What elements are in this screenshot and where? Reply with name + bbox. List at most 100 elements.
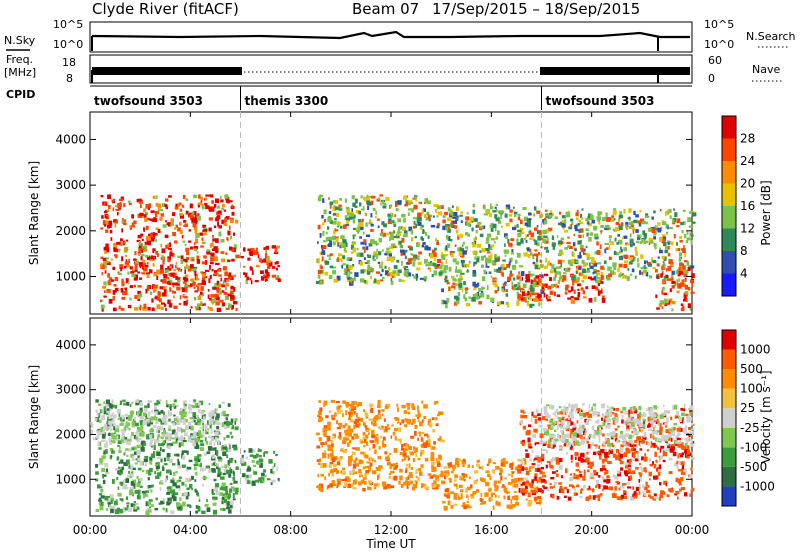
data-cell [382,436,386,441]
data-cell [656,275,659,279]
data-cell [595,279,599,284]
data-cell [144,245,148,249]
data-cell [420,439,424,443]
data-cell [334,199,339,204]
data-cell [384,253,387,256]
data-cell [560,475,563,479]
data-cell [570,218,574,222]
data-cell [251,449,256,453]
data-cell [605,213,608,217]
data-cell [193,297,197,301]
data-cell [130,473,134,477]
data-cell [424,457,429,462]
data-cell [640,466,643,469]
data-cell [480,477,485,481]
data-cell [173,492,179,496]
data-cell [108,220,113,226]
data-cell [555,459,560,465]
data-cell [125,421,128,427]
data-cell [426,200,431,205]
data-cell [263,274,266,278]
data-cell [505,460,509,464]
data-cell [418,251,422,255]
data-cell [571,437,576,441]
data-cell [180,259,184,264]
data-cell [332,436,335,439]
power-colorbar-label: Power [dB] [759,180,773,245]
data-cell [137,492,140,498]
data-cell [217,421,221,426]
data-cell [578,473,583,478]
data-cell [229,444,231,450]
data-cell [629,255,634,258]
data-cell [224,445,227,450]
data-cell [541,453,545,459]
data-cell [149,218,151,221]
data-cell [197,215,201,221]
data-cell [151,409,153,414]
data-cell [345,264,349,269]
data-cell [265,245,269,250]
data-cell [202,431,205,436]
data-cell [344,437,350,441]
data-cell [623,490,626,493]
data-cell [157,291,161,296]
data-cell [685,413,689,416]
data-cell [399,422,402,426]
data-cell [159,426,162,429]
data-cell [431,461,436,466]
data-cell [692,212,697,217]
data-cell [538,298,543,302]
data-cell [145,255,149,258]
data-cell [593,276,596,281]
data-cell [444,470,448,474]
data-cell [493,268,497,272]
data-cell [320,417,324,421]
data-cell [136,439,140,443]
data-cell [331,472,334,477]
data-cell [104,463,109,468]
data-cell [441,474,444,477]
data-cell [361,479,365,484]
data-cell [183,300,188,306]
data-cell [101,433,106,439]
data-cell [525,470,530,476]
data-cell [224,464,227,469]
data-cell [370,456,372,462]
data-cell [252,454,257,459]
data-cell [462,464,465,468]
data-cell [661,271,664,276]
data-cell [423,214,427,218]
data-cell [426,211,430,215]
data-cell [530,466,532,469]
data-cell [331,414,336,420]
data-cell [127,416,132,421]
data-cell [131,467,136,470]
data-cell [100,304,105,309]
data-cell [485,210,490,214]
data-cell [532,289,535,295]
data-cell [224,414,227,417]
data-cell [565,427,570,432]
data-cell [193,226,198,230]
data-cell [516,276,522,280]
data-cell [452,258,457,263]
data-cell [537,488,542,493]
data-cell [375,467,380,470]
data-cell [158,427,163,431]
data-cell [551,471,556,474]
data-cell [144,455,149,459]
data-cell [180,414,185,420]
data-cell [624,454,627,457]
data-cell [545,214,549,217]
data-cell [225,425,230,428]
data-cell [159,286,164,290]
data-cell [608,256,612,260]
data-cell [135,436,138,441]
data-cell [185,198,189,201]
data-cell [499,472,502,476]
data-cell [608,244,611,250]
data-cell [617,267,620,273]
data-cell [462,458,466,462]
data-cell [179,268,181,272]
